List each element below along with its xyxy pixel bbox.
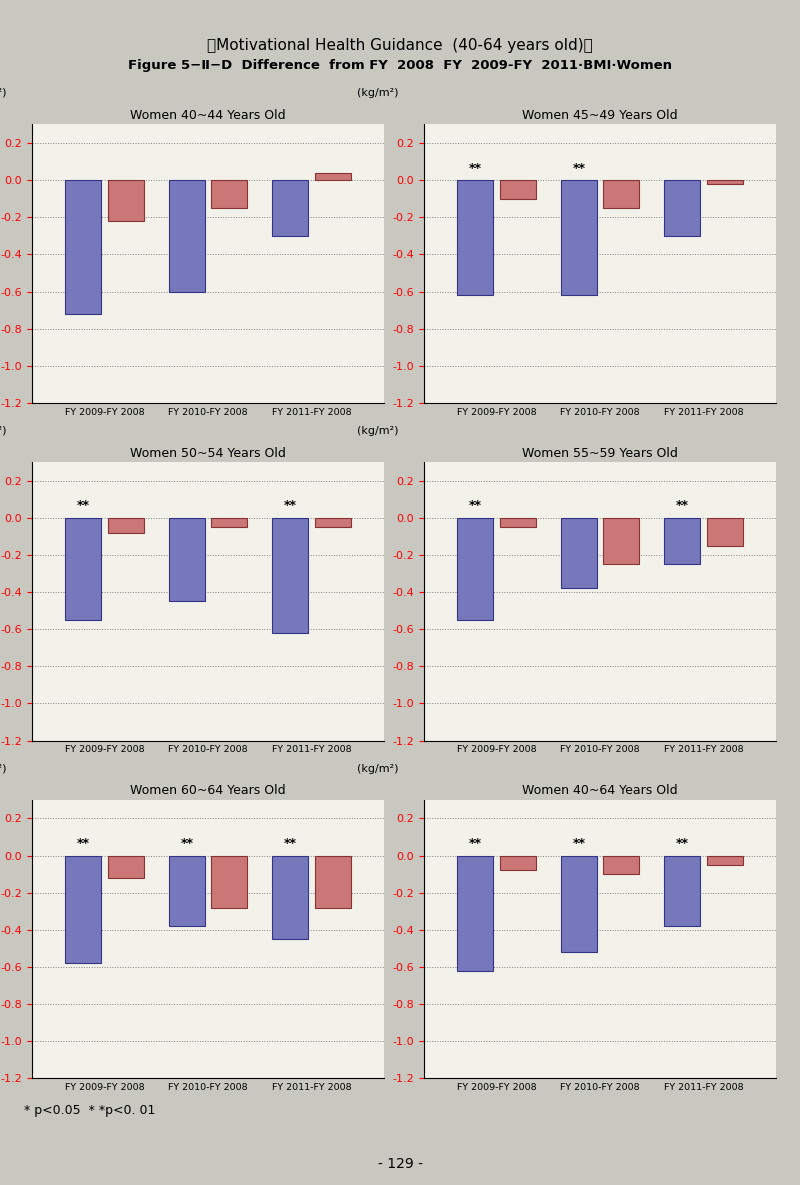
Bar	[169, 856, 205, 927]
Text: **: **	[572, 837, 586, 850]
Text: Figure 5−Ⅱ−D  Difference  from FY  2008  FY  2009-FY  2011·BMI·Women: Figure 5−Ⅱ−D Difference from FY 2008 FY …	[128, 59, 672, 71]
Bar	[169, 180, 205, 292]
Text: **: **	[572, 161, 586, 174]
Bar	[603, 856, 639, 875]
Bar	[499, 518, 536, 527]
Text: (kg/m²): (kg/m²)	[357, 763, 398, 774]
Title: Women 40~44 Years Old: Women 40~44 Years Old	[130, 109, 286, 122]
Bar	[65, 518, 102, 620]
Bar	[107, 856, 144, 878]
Bar	[664, 518, 701, 564]
Bar	[664, 856, 701, 927]
Text: **: **	[469, 499, 482, 512]
Title: Women 50~54 Years Old: Women 50~54 Years Old	[130, 447, 286, 460]
Bar	[664, 180, 701, 236]
Legend: HG Intervention, HG Control: HG Intervention, HG Control	[112, 511, 304, 520]
Title: Women 60~64 Years Old: Women 60~64 Years Old	[130, 784, 286, 798]
Bar	[603, 180, 639, 209]
Text: **: **	[180, 837, 194, 850]
Text: **: **	[284, 837, 297, 850]
Legend: HG Intervention, HG Control: HG Intervention, HG Control	[112, 848, 304, 858]
Bar	[499, 180, 536, 199]
Text: 【Motivational Health Guidance  (40-64 years old)】: 【Motivational Health Guidance (40-64 yea…	[207, 38, 593, 53]
Title: Women 45~49 Years Old: Women 45~49 Years Old	[522, 109, 678, 122]
Bar	[561, 518, 597, 589]
Bar	[272, 518, 309, 633]
Bar	[272, 856, 309, 939]
Bar	[499, 856, 536, 871]
Bar	[457, 518, 494, 620]
Bar	[65, 856, 102, 963]
Title: Women 55~59 Years Old: Women 55~59 Years Old	[522, 447, 678, 460]
Bar	[314, 518, 351, 527]
Bar	[706, 180, 743, 184]
Text: - 129 -: - 129 -	[378, 1157, 422, 1171]
Bar	[211, 856, 247, 908]
Text: **: **	[469, 161, 482, 174]
Legend: HG Intervention, HG Control: HG Intervention, HG Control	[504, 511, 696, 520]
Title: Women 40~64 Years Old: Women 40~64 Years Old	[522, 784, 678, 798]
Text: (kg/m²): (kg/m²)	[0, 425, 6, 436]
Text: **: **	[284, 499, 297, 512]
Bar	[272, 180, 309, 236]
Bar	[107, 518, 144, 533]
Text: * p<0.05  * *p<0. 01: * p<0.05 * *p<0. 01	[24, 1104, 155, 1117]
Bar	[211, 518, 247, 527]
Bar	[706, 856, 743, 865]
Text: (kg/m²): (kg/m²)	[357, 88, 398, 98]
Text: **: **	[676, 837, 689, 850]
Text: **: **	[676, 499, 689, 512]
Bar	[561, 180, 597, 295]
Bar	[314, 173, 351, 180]
Bar	[314, 856, 351, 908]
Bar	[457, 180, 494, 295]
Bar	[169, 518, 205, 602]
Text: (kg/m²): (kg/m²)	[0, 88, 6, 98]
Bar	[211, 180, 247, 209]
Bar	[561, 856, 597, 952]
Bar	[457, 856, 494, 971]
Text: **: **	[77, 499, 90, 512]
Text: (kg/m²): (kg/m²)	[357, 425, 398, 436]
Bar	[107, 180, 144, 220]
Text: **: **	[77, 837, 90, 850]
Bar	[706, 518, 743, 545]
Legend: HG Intervention, HG Control: HG Intervention, HG Control	[504, 848, 696, 858]
Text: **: **	[469, 837, 482, 850]
Text: (kg/m²): (kg/m²)	[0, 763, 6, 774]
Bar	[65, 180, 102, 314]
Bar	[603, 518, 639, 564]
